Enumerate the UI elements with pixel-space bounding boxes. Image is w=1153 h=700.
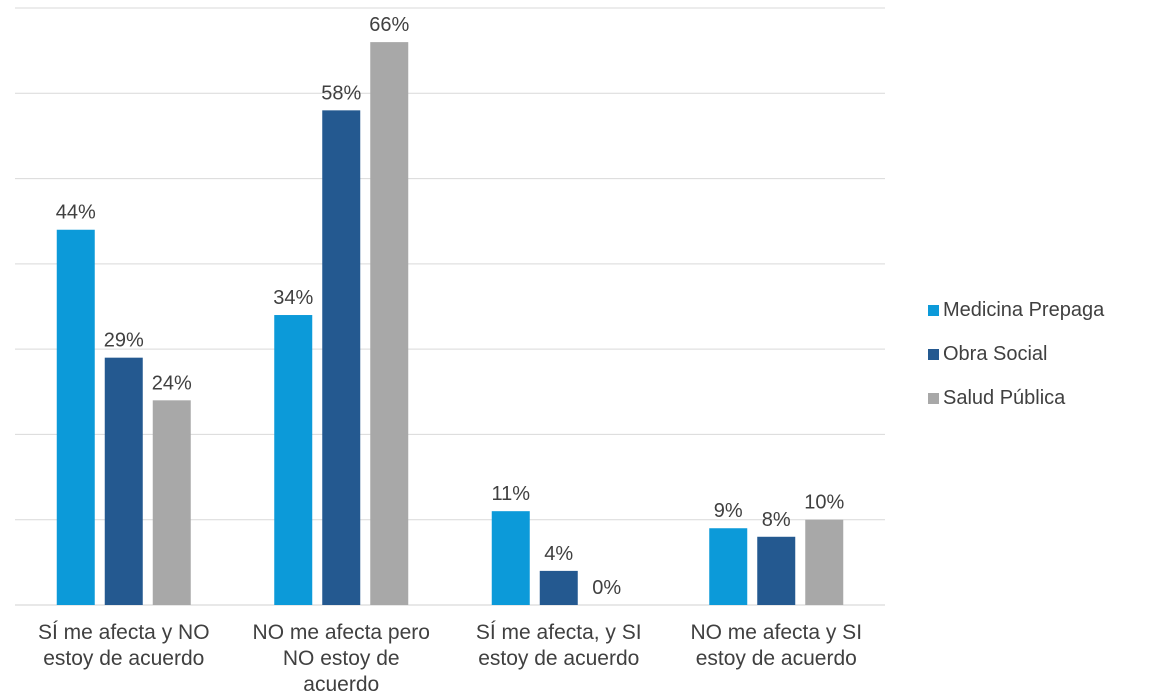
legend-label: Medicina Prepaga	[943, 298, 1105, 321]
bar-obra-social	[757, 536, 796, 605]
bar-medicina-prepaga	[709, 528, 748, 605]
data-label-medicina-prepaga: 44%	[56, 202, 96, 224]
category-label-line: estoy de acuerdo	[478, 647, 640, 670]
data-label-medicina-prepaga: 9%	[714, 500, 743, 522]
bar-medicina-prepaga	[56, 229, 95, 605]
legend-label: Salud Pública	[943, 386, 1066, 409]
data-label-salud-publica: 66%	[369, 14, 409, 36]
legend-swatch	[928, 304, 939, 316]
bar-salud-publica	[152, 400, 191, 605]
category-label-line: NO estoy de	[282, 647, 400, 670]
data-label-medicina-prepaga: 11%	[491, 483, 530, 505]
data-label-obra-social: 8%	[762, 509, 791, 531]
bar-medicina-prepaga	[491, 511, 530, 605]
data-label-obra-social: 58%	[321, 82, 361, 104]
legend: Medicina Prepaga Obra Social Salud Pública	[928, 288, 1104, 420]
bar-medicina-prepaga	[274, 315, 313, 605]
bar-obra-social	[539, 570, 578, 605]
category-label-line: SÍ me afecta, y SI	[475, 621, 642, 644]
data-label-salud-publica: 0%	[592, 577, 621, 599]
legend-swatch	[928, 348, 939, 360]
category-label-line: acuerdo	[303, 673, 380, 696]
bar-chart: 44% 34% 11% 9% 29% 58% 4% 8% 24% 66% 0% 10%	[15, 7, 885, 606]
data-label-obra-social: 4%	[544, 543, 573, 565]
data-label-salud-publica: 24%	[152, 372, 192, 394]
chart-area: 44% 34% 11% 9% 29% 58% 4% 8% 24% 66% 0% 10% SÍ me a…	[14, 7, 886, 698]
category-label-line: NO me afecta y SI	[690, 621, 863, 644]
category-label: NO me afecta pero NO estoy de acuerdo	[231, 620, 451, 698]
legend-item: Obra Social	[928, 332, 1104, 376]
legend-item: Medicina Prepaga	[928, 288, 1104, 332]
data-label-salud-publica: 10%	[804, 492, 844, 514]
bar-obra-social	[322, 110, 361, 605]
category-label: NO me afecta y SI estoy de acuerdo	[666, 620, 886, 672]
bar-obra-social	[104, 357, 143, 605]
data-label-medicina-prepaga: 34%	[273, 287, 313, 309]
category-label-line: estoy de acuerdo	[43, 647, 205, 670]
bar-salud-publica	[805, 519, 844, 605]
data-label-obra-social: 29%	[104, 330, 144, 352]
legend-swatch	[928, 392, 939, 404]
bar-salud-publica	[370, 42, 409, 606]
category-label: SÍ me afecta, y SI estoy de acuerdo	[449, 620, 669, 672]
category-label: SÍ me afecta y NO estoy de acuerdo	[14, 620, 234, 672]
legend-label: Obra Social	[943, 342, 1048, 365]
category-label-line: NO me afecta pero	[252, 621, 430, 644]
category-label-line: SÍ me afecta y NO	[37, 621, 210, 644]
legend-item: Salud Pública	[928, 376, 1104, 420]
category-label-line: estoy de acuerdo	[695, 647, 857, 670]
